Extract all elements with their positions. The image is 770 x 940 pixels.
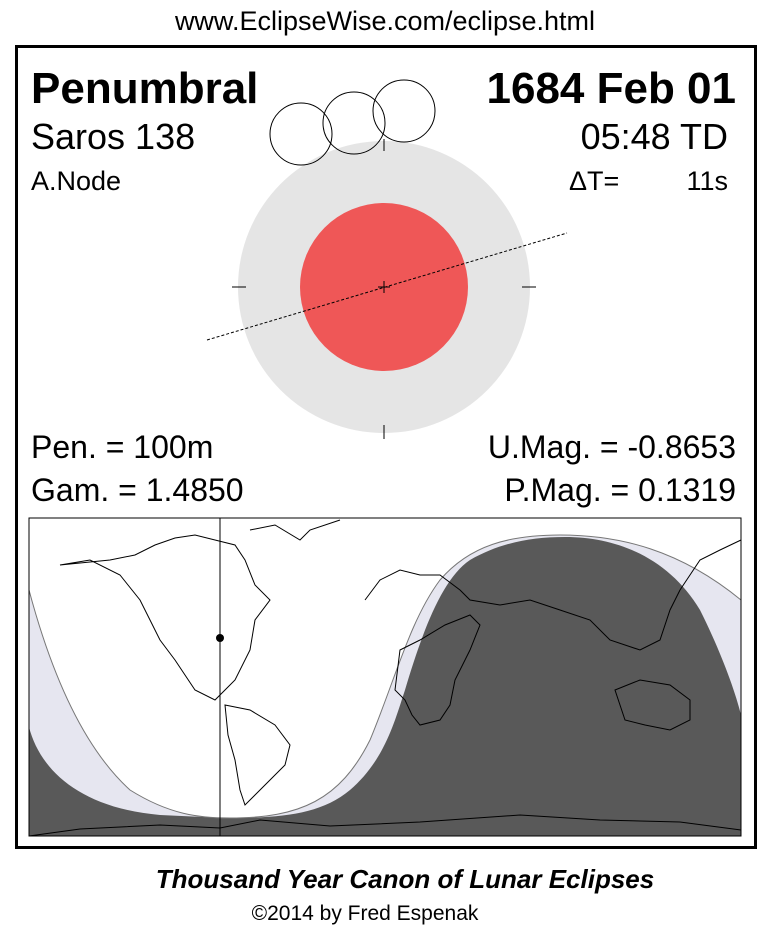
copyright: ©2014 by Fred Espenak	[251, 902, 479, 925]
eclipse-date: 1684 Feb 01	[486, 64, 737, 113]
delta-t-value: 11s	[686, 166, 728, 196]
url-header[interactable]: www.EclipseWise.com/eclipse.html	[174, 6, 596, 36]
moon-first-contact	[269, 102, 333, 166]
visibility-map	[28, 517, 742, 837]
delta-t-label: ΔT=	[569, 166, 620, 196]
night-zone	[29, 537, 741, 836]
saros-number: Saros 138	[31, 116, 196, 157]
node: A.Node	[31, 166, 122, 196]
penumbral-duration: Pen. = 100m	[31, 429, 214, 465]
eclipse-panel	[15, 45, 757, 849]
penumbral-magnitude: P.Mag. = 0.1319	[504, 472, 736, 508]
greatest-eclipse-marker	[216, 634, 224, 642]
gamma: Gam. = 1.4850	[31, 472, 244, 508]
eclipse-type: Penumbral	[31, 64, 259, 113]
moon-last-contact	[372, 79, 436, 143]
footer-title: Thousand Year Canon of Lunar Eclipses	[155, 864, 655, 894]
umbral-magnitude: U.Mag. = -0.8653	[487, 429, 736, 465]
moon-path	[206, 232, 568, 341]
moon-greatest	[322, 91, 386, 155]
coastlines	[28, 519, 742, 837]
eclipse-time: 05:48 TD	[580, 116, 728, 157]
